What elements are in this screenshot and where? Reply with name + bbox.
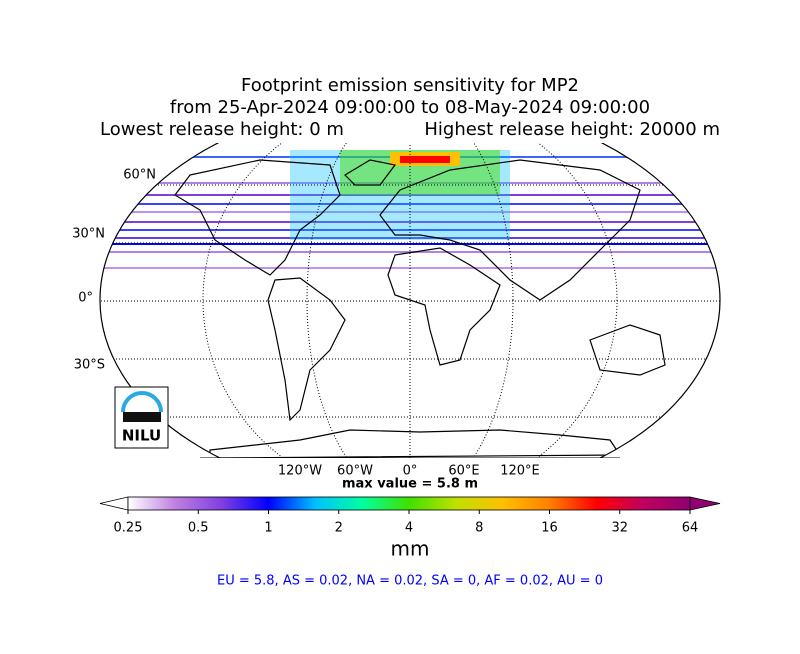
- colorbar-extend-low: [99, 496, 129, 511]
- logo-text: NILU: [122, 427, 161, 445]
- colorbar-tick-label: 64: [682, 521, 699, 536]
- region-summary: EU = 5.8, AS = 0.02, NA = 0.02, SA = 0, …: [217, 574, 603, 589]
- lon-label: 120°W: [278, 464, 322, 479]
- lat-label: 30°S: [74, 358, 105, 373]
- subtitle: from 25-Apr-2024 09:00:00 to 08-May-2024…: [170, 97, 650, 118]
- max-value: max value = 5.8 m: [342, 477, 478, 492]
- coastlines: [174, 159, 666, 458]
- colorbar-tick-label: 2: [335, 521, 343, 536]
- logo: NILU: [114, 386, 169, 449]
- colorbar-extend-high: [689, 496, 721, 511]
- lon-label: 120°E: [500, 464, 540, 479]
- colorbar-tick-label: 4: [405, 521, 413, 536]
- lat-label: 0°: [78, 291, 93, 306]
- colorbar-tick-label: 16: [541, 521, 558, 536]
- lat-label: 60°N: [123, 168, 156, 183]
- colorbar: [127, 496, 691, 511]
- lon-label: 60°W: [337, 464, 373, 479]
- title: Footprint emission sensitivity for MP2: [241, 75, 579, 96]
- colorbar-label: mm: [391, 537, 430, 561]
- colorbar-tick-label: 0.25: [114, 521, 143, 536]
- map: [99, 143, 721, 458]
- colorbar-tick-label: 1: [264, 521, 272, 536]
- colorbar-tick-label: 32: [611, 521, 628, 536]
- graticule: [100, 143, 720, 458]
- lon-label: 60°E: [448, 464, 479, 479]
- lon-label: 0°: [403, 464, 418, 479]
- lowest-height: Lowest release height: 0 m: [100, 119, 344, 140]
- highest-height: Highest release height: 20000 m: [424, 119, 720, 140]
- lat-label: 30°N: [72, 227, 105, 242]
- colorbar-tick-label: 8: [475, 521, 483, 536]
- colorbar-tick-label: 0.5: [188, 521, 209, 536]
